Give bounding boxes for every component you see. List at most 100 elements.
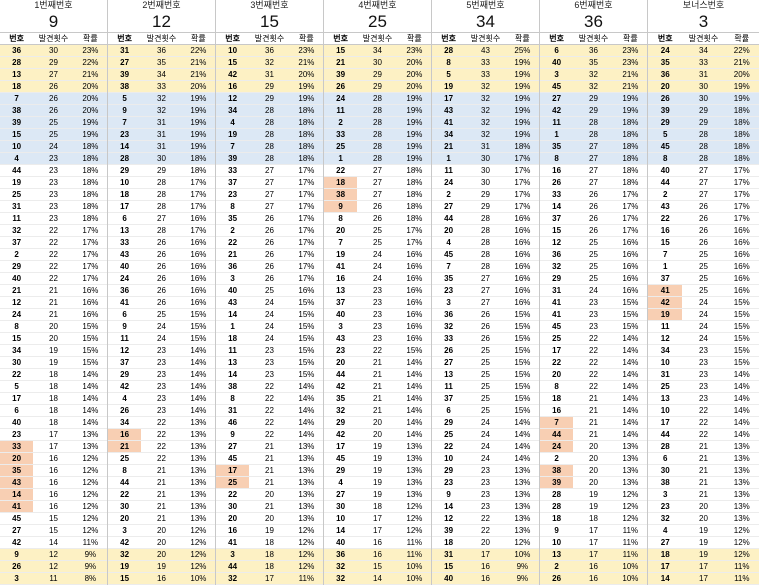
cell-number: 34 xyxy=(12,346,22,355)
table-row: 39 28 18% xyxy=(216,153,323,165)
column-current-number: 25 xyxy=(368,12,387,31)
cell-pct: 13% xyxy=(622,454,639,463)
cell-count: 24 xyxy=(699,298,708,307)
cell-number: 43 xyxy=(228,298,238,307)
table-row: 11 24 15% xyxy=(648,321,759,333)
table-row: 43 16 12% xyxy=(0,477,107,489)
cell-number: 40 xyxy=(120,262,130,271)
table-row: 12 23 14% xyxy=(108,345,215,357)
cell-number: 38 xyxy=(324,189,358,200)
cell-pct: 15% xyxy=(733,358,750,367)
cell-count: 32 xyxy=(481,118,490,127)
header-count: 발견횟수 xyxy=(362,34,393,43)
cell-pct: 17% xyxy=(82,250,99,259)
cell-count: 22 xyxy=(49,238,58,247)
table-row: 37 25 16% xyxy=(648,273,759,285)
cell-pct: 11% xyxy=(734,574,750,583)
cell-count: 24 xyxy=(265,322,274,331)
cell-count: 14 xyxy=(49,538,58,547)
cell-pct: 17% xyxy=(298,190,315,199)
cell-pct: 18% xyxy=(622,154,639,163)
cell-number: 6 xyxy=(446,406,451,415)
cell-pct: 19% xyxy=(406,154,423,163)
cell-number: 10 xyxy=(12,142,22,151)
cell-count: 25 xyxy=(49,130,58,139)
cell-count: 11 xyxy=(49,574,58,583)
cell-number: 45 xyxy=(552,82,562,91)
cell-count: 21 xyxy=(373,370,382,379)
cell-count: 33 xyxy=(157,82,166,91)
column-headers: 번호 발견횟수 확률 xyxy=(540,32,647,45)
cell-number: 6 xyxy=(14,406,19,415)
cell-number: 29 xyxy=(12,262,22,271)
cell-count: 20 xyxy=(49,322,58,331)
cell-pct: 15% xyxy=(298,322,315,331)
table-row: 24 20 13% xyxy=(540,441,647,453)
header-pct: 확률 xyxy=(734,34,750,43)
cell-count: 34 xyxy=(373,46,382,55)
cell-pct: 18% xyxy=(82,214,99,223)
cell-pct: 15% xyxy=(514,370,531,379)
cell-pct: 11% xyxy=(734,562,750,571)
cell-pct: 18% xyxy=(622,166,639,175)
cell-count: 26 xyxy=(157,238,166,247)
cell-number: 45 xyxy=(336,454,346,463)
table-row: 11 30 17% xyxy=(432,165,539,177)
cell-pct: 16% xyxy=(733,274,750,283)
cell-pct: 13% xyxy=(514,514,531,523)
cell-number: 7 xyxy=(14,94,19,103)
table-row: 14 16 12% xyxy=(0,489,107,501)
table-row: 29 29 18% xyxy=(108,165,215,177)
table-row: 31 22 14% xyxy=(216,405,323,417)
column-title: 1번째번호 xyxy=(34,0,73,10)
table-row: 40 26 16% xyxy=(108,261,215,273)
cell-count: 19 xyxy=(373,466,382,475)
cell-pct: 14% xyxy=(622,346,639,355)
cell-number: 34 xyxy=(120,418,130,427)
cell-count: 20 xyxy=(589,454,598,463)
table-row: 3 20 12% xyxy=(108,525,215,537)
cell-number: 39 xyxy=(120,70,130,79)
cell-count: 25 xyxy=(589,274,598,283)
cell-count: 23 xyxy=(589,322,598,331)
cell-pct: 15% xyxy=(298,310,315,319)
table-row: 33 28 19% xyxy=(324,129,431,141)
table-row: 16 27 18% xyxy=(540,165,647,177)
table-row: 12 29 19% xyxy=(216,93,323,105)
cell-pct: 16% xyxy=(733,286,750,295)
table-row: 39 20 13% xyxy=(540,477,647,489)
cell-count: 20 xyxy=(481,538,490,547)
cell-count: 20 xyxy=(589,466,598,475)
cell-number: 30 xyxy=(120,502,130,511)
cell-pct: 21% xyxy=(298,58,315,67)
cell-pct: 12% xyxy=(298,562,315,571)
cell-number: 17 xyxy=(12,394,22,403)
cell-number: 38 xyxy=(228,382,238,391)
cell-pct: 14% xyxy=(622,382,639,391)
cell-pct: 20% xyxy=(190,82,207,91)
cell-count: 22 xyxy=(589,382,598,391)
cell-number: 37 xyxy=(228,178,238,187)
cell-pct: 12% xyxy=(622,514,639,523)
cell-count: 24 xyxy=(49,142,58,151)
table-row: 28 21 13% xyxy=(648,441,759,453)
cell-pct: 15% xyxy=(733,334,750,343)
cell-number: 9 xyxy=(122,322,127,331)
cell-pct: 16% xyxy=(82,310,99,319)
cell-count: 16 xyxy=(49,502,58,511)
cell-pct: 14% xyxy=(406,418,423,427)
cell-count: 25 xyxy=(699,262,708,271)
cell-number: 45 xyxy=(228,454,238,463)
cell-number: 32 xyxy=(336,574,346,583)
cell-count: 25 xyxy=(481,382,490,391)
cell-pct: 14% xyxy=(406,358,423,367)
table-row: 13 23 16% xyxy=(324,285,431,297)
cell-count: 27 xyxy=(481,274,490,283)
cell-number: 36 xyxy=(336,550,346,559)
cell-count: 21 xyxy=(699,490,708,499)
cell-number: 22 xyxy=(336,166,346,175)
column-title: 4번째번호 xyxy=(358,0,397,10)
cell-number: 36 xyxy=(444,310,454,319)
cell-number: 34 xyxy=(660,346,670,355)
table-row: 16 29 19% xyxy=(216,81,323,93)
